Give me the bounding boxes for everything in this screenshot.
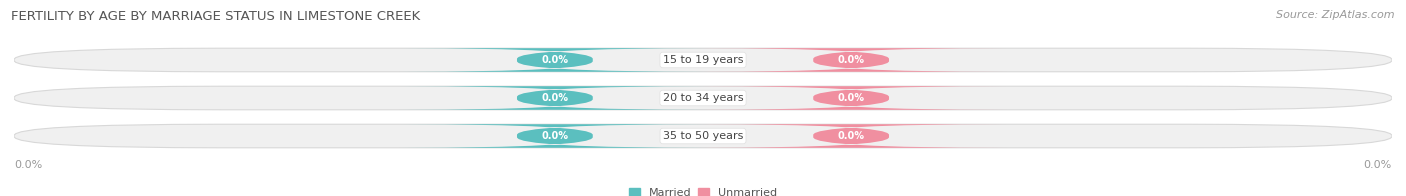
Text: 35 to 50 years: 35 to 50 years <box>662 131 744 141</box>
FancyBboxPatch shape <box>399 86 710 110</box>
FancyBboxPatch shape <box>696 86 1007 110</box>
Text: 0.0%: 0.0% <box>1364 160 1392 170</box>
Text: 0.0%: 0.0% <box>541 93 568 103</box>
Text: 15 to 19 years: 15 to 19 years <box>662 55 744 65</box>
Text: 0.0%: 0.0% <box>541 55 568 65</box>
Text: 0.0%: 0.0% <box>14 160 42 170</box>
FancyBboxPatch shape <box>399 124 710 148</box>
FancyBboxPatch shape <box>14 86 1392 110</box>
Text: 0.0%: 0.0% <box>838 131 865 141</box>
FancyBboxPatch shape <box>696 124 1007 148</box>
Text: 0.0%: 0.0% <box>541 131 568 141</box>
Legend: Married, Unmarried: Married, Unmarried <box>624 183 782 196</box>
Text: FERTILITY BY AGE BY MARRIAGE STATUS IN LIMESTONE CREEK: FERTILITY BY AGE BY MARRIAGE STATUS IN L… <box>11 10 420 23</box>
Text: 0.0%: 0.0% <box>838 93 865 103</box>
FancyBboxPatch shape <box>399 48 710 72</box>
Text: 0.0%: 0.0% <box>838 55 865 65</box>
Text: Source: ZipAtlas.com: Source: ZipAtlas.com <box>1277 10 1395 20</box>
FancyBboxPatch shape <box>14 124 1392 148</box>
FancyBboxPatch shape <box>696 48 1007 72</box>
Text: 20 to 34 years: 20 to 34 years <box>662 93 744 103</box>
FancyBboxPatch shape <box>14 48 1392 72</box>
